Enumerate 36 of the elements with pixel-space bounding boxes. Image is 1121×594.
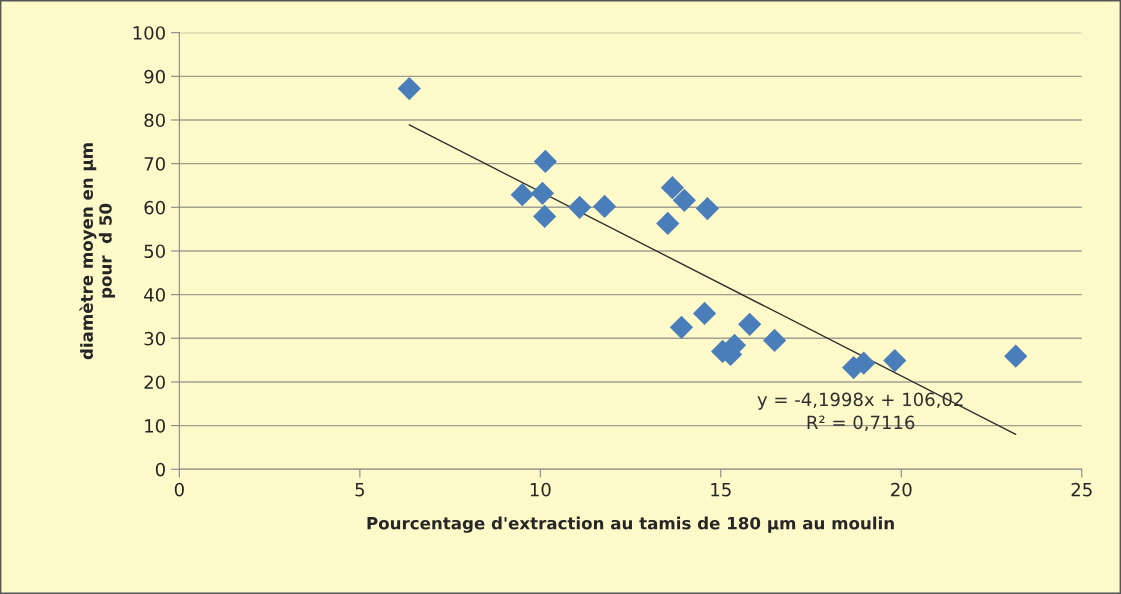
point	[660, 176, 685, 200]
point	[592, 194, 617, 219]
x-tick-label: 10	[530, 482, 551, 497]
x-tick-label: 5	[355, 483, 365, 497]
y-tick-label: 90	[144, 69, 165, 84]
x-tick-label: 20	[891, 482, 912, 497]
y-tick-label: 60	[144, 200, 165, 215]
point	[397, 76, 421, 101]
y-axis-title: diamètre moyen en µm pour d 50	[79, 143, 116, 360]
point	[530, 181, 555, 205]
y-tick-label: 80	[144, 113, 165, 128]
point	[533, 204, 557, 229]
point	[738, 312, 762, 336]
point	[672, 188, 696, 212]
x-axis-title: Pourcentage d'extraction au tamis de 180 µm au moulin	[367, 516, 894, 533]
point	[510, 183, 534, 207]
point	[762, 328, 787, 353]
point	[533, 149, 557, 174]
x-tick-label: 0	[174, 482, 184, 497]
y-tick-label: 0	[155, 462, 165, 477]
point	[692, 301, 717, 326]
x-tick-label: 25	[1071, 482, 1092, 497]
y-tick-label: 40	[144, 288, 165, 302]
y-tick-label: 70	[144, 157, 165, 171]
point	[1004, 344, 1028, 368]
point	[669, 315, 694, 339]
y-tick-label: 30	[144, 331, 165, 346]
point	[695, 197, 720, 221]
point	[568, 195, 592, 219]
y-tick-label: 10	[145, 419, 165, 433]
y-tick-label: 50	[144, 244, 165, 259]
x-tick-label: 15	[711, 483, 731, 497]
y-tick-label: 100	[133, 26, 165, 40]
point	[883, 348, 907, 373]
point	[656, 211, 680, 236]
y-tick-label: 20	[144, 375, 165, 390]
